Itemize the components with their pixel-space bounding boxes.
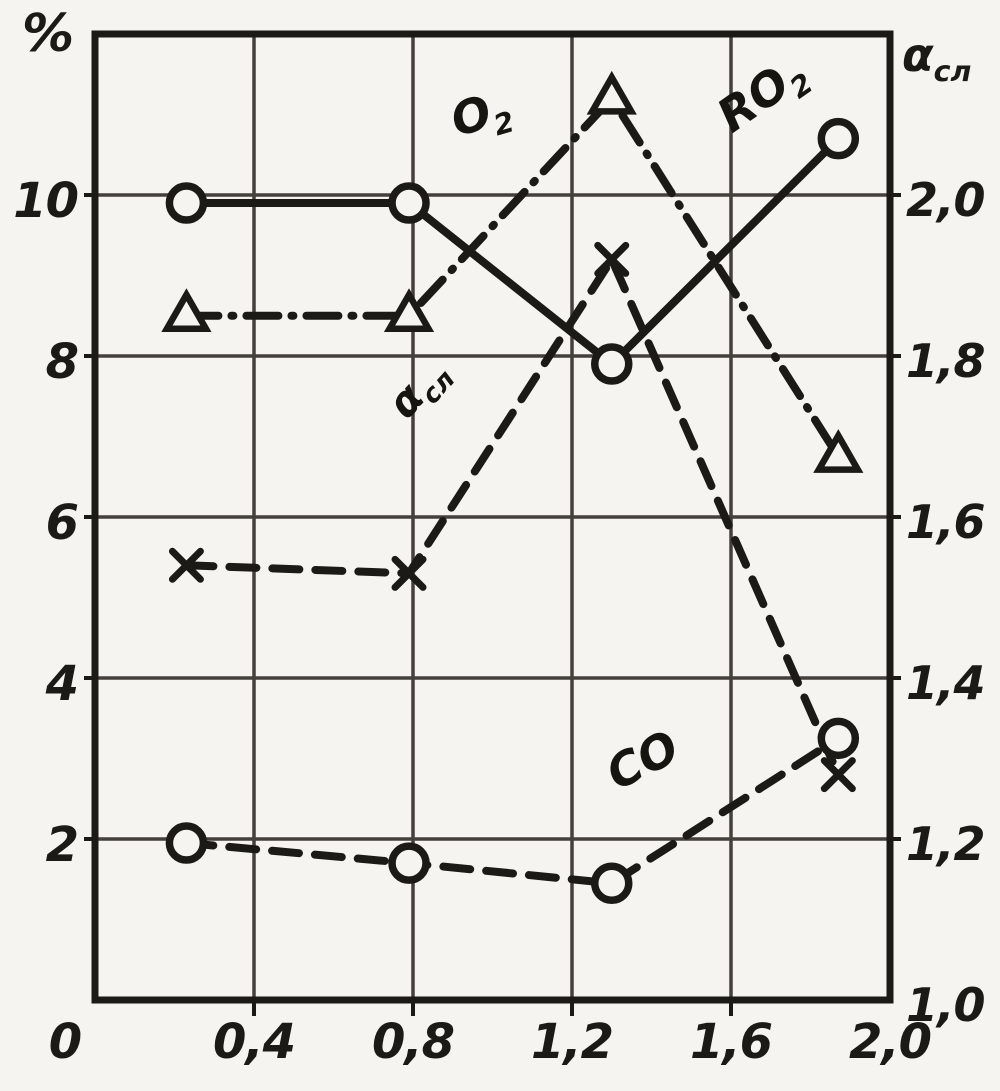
marker-circle-co — [388, 842, 430, 884]
marker-triangle-o2 — [586, 70, 637, 115]
y-right-tick-label: 1,0 — [906, 978, 985, 1032]
series-line-alpha_sl — [182, 250, 843, 779]
y-right-tick-label: 1,8 — [906, 334, 985, 388]
series-line-co — [182, 734, 843, 888]
x-tick-label: 0,8 — [371, 1014, 455, 1070]
marker-triangle-o2 — [383, 288, 435, 332]
y-right-tick-label: 1,6 — [906, 495, 985, 549]
x-tick-label: 1,6 — [689, 1014, 773, 1070]
y-left-tick-label: 6 — [45, 495, 79, 551]
x-tick-label: 0,4 — [212, 1014, 296, 1070]
marker-circle-ro2 — [388, 182, 430, 224]
marker-circle-co — [165, 822, 208, 864]
series-line-o2 — [182, 91, 843, 461]
marker-x-alpha_sl — [391, 555, 427, 591]
marker-circle-ro2 — [591, 343, 633, 385]
y-right-tick-label: 2,0 — [906, 173, 985, 227]
y-left-tick-label: 8 — [45, 334, 79, 390]
plot-border — [91, 30, 894, 1004]
x-tick-label: 0 — [48, 1014, 82, 1070]
right-axis-title-sub: сл — [933, 55, 972, 89]
left-axis-title: % — [22, 4, 75, 64]
x-tick-label: 2,0 — [848, 1014, 932, 1070]
y-left-tick-label: 10 — [13, 173, 79, 229]
right-axis-title: αсл — [902, 28, 971, 88]
right-axis-title-main: α — [902, 28, 934, 82]
y-left-tick-label: 2 — [45, 817, 79, 873]
y-right-tick-label: 1,2 — [906, 817, 985, 871]
marker-x-alpha_sl — [594, 241, 630, 277]
marker-x-alpha_sl — [820, 757, 856, 793]
x-tick-label: 1,2 — [530, 1014, 614, 1070]
marker-circle-co — [817, 717, 860, 760]
series-line-ro2 — [182, 134, 843, 370]
marker-triangle-o2 — [813, 429, 864, 473]
marker-circle-co — [591, 862, 633, 905]
marker-circle-ro2 — [165, 182, 208, 224]
marker-circle-ro2 — [817, 117, 860, 160]
y-left-tick-label: 4 — [45, 656, 79, 712]
marker-triangle-o2 — [161, 288, 212, 332]
y-right-tick-label: 1,4 — [906, 656, 985, 710]
marker-x-alpha_sl — [168, 547, 204, 583]
